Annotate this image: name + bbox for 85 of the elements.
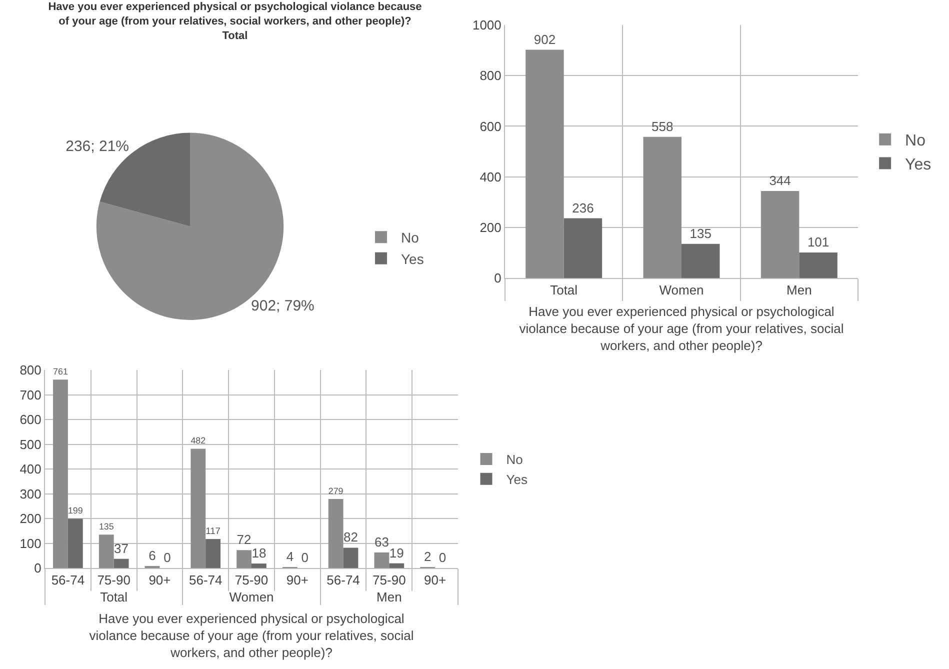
x-tick-label: 75-90 [234,572,268,588]
data-label: 6 [148,548,156,563]
x-tick-label: 56-74 [188,572,222,588]
bar [682,244,720,278]
data-label: 902 [534,32,556,47]
bar [760,190,800,278]
x-axis-title: Have you ever experienced physical or psychological violance because of your age (from your relatives, social workers, and other people)? [519,304,844,353]
bar [98,534,114,568]
legend-label: Yes [401,250,424,267]
bar [190,448,206,568]
x-tick-label: 90+ [286,572,308,588]
data-label: 0 [438,550,446,565]
data-label: 0 [164,550,171,565]
y-tick-label: 600 [20,412,42,428]
y-tick-label: 400 [20,462,42,477]
y-tick-label: 700 [20,387,42,402]
bar [236,550,252,568]
data-label: 4 [286,549,294,564]
data-label: 482 [190,436,206,446]
legend-label: No [905,132,926,150]
data-label: 236 [572,200,594,216]
text: Men [376,590,402,605]
data-label: 279 [328,486,344,496]
legend-label: Yes [905,156,932,174]
y-tick-label: 200 [20,511,42,526]
text: Total [100,590,128,605]
bar [526,50,564,278]
pie-slice [96,132,284,320]
data-label: 117 [206,526,221,536]
data-label: 19 [389,545,404,560]
bar [53,380,68,568]
data-label: 0 [301,550,308,565]
bar [252,564,266,568]
y-tick-label: 0 [494,270,502,286]
x-tick-label: Women [659,282,704,298]
legend-label: No [401,230,420,246]
y-tick-label: 800 [480,68,502,84]
bar [374,552,390,568]
data-label: 2 [424,549,432,564]
data-label: 63 [374,534,389,550]
x-tick-label: 56-74 [326,572,360,588]
bar [206,539,221,568]
data-label: 761 [53,366,68,377]
bar [68,518,83,568]
data-label: 72 [236,532,252,548]
y-tick-label: 500 [20,436,42,452]
x-tick-label: 90+ [424,572,446,588]
y-tick-label: 800 [20,362,42,378]
y-tick-label: 200 [480,220,502,235]
y-tick-label: 100 [20,536,42,551]
y-tick-label: 0 [34,560,42,576]
text: Women [229,590,274,605]
data-label: 135 [690,226,712,241]
bar [799,252,838,278]
data-label: 199 [68,506,83,516]
bar [114,558,129,568]
data-label: 344 [769,172,791,188]
x-tick-label: 75-90 [97,572,130,588]
bar [389,563,404,568]
y-tick-label: 400 [480,169,502,184]
pie-slice [100,132,190,226]
bar [343,548,358,568]
data-label: 18 [252,546,266,561]
data-label: 902; 79% [251,298,314,315]
data-label: 135 [98,522,114,532]
x-tick-label: Men [786,282,812,298]
data-label: 236; 21% [66,138,129,156]
y-tick-label: 300 [20,486,42,502]
data-label: 101 [807,234,830,250]
y-tick-label: 600 [480,118,502,134]
x-axis-title: Have you ever experienced physical or psychological violance because of your age (from your relatives, social workers, and other people)? [89,611,414,660]
data-label: 37 [114,540,129,556]
bar [564,218,602,278]
legend-label: Yes [506,472,528,487]
legend-label: No [506,452,523,468]
x-tick-label: 75-90 [372,572,406,588]
bar [328,498,344,568]
y-tick-label: 1000 [472,18,502,33]
x-tick-label: 56-74 [51,572,85,588]
x-tick-label: 90+ [148,572,171,588]
x-tick-label: Total [550,282,578,298]
data-label: 82 [344,530,358,545]
chart-title: Have you ever experienced physical or psychological violance because of your age (from your relatives, social workers, and other people)? Total [48,1,422,42]
data-label: 558 [652,118,674,134]
bar [643,136,682,278]
